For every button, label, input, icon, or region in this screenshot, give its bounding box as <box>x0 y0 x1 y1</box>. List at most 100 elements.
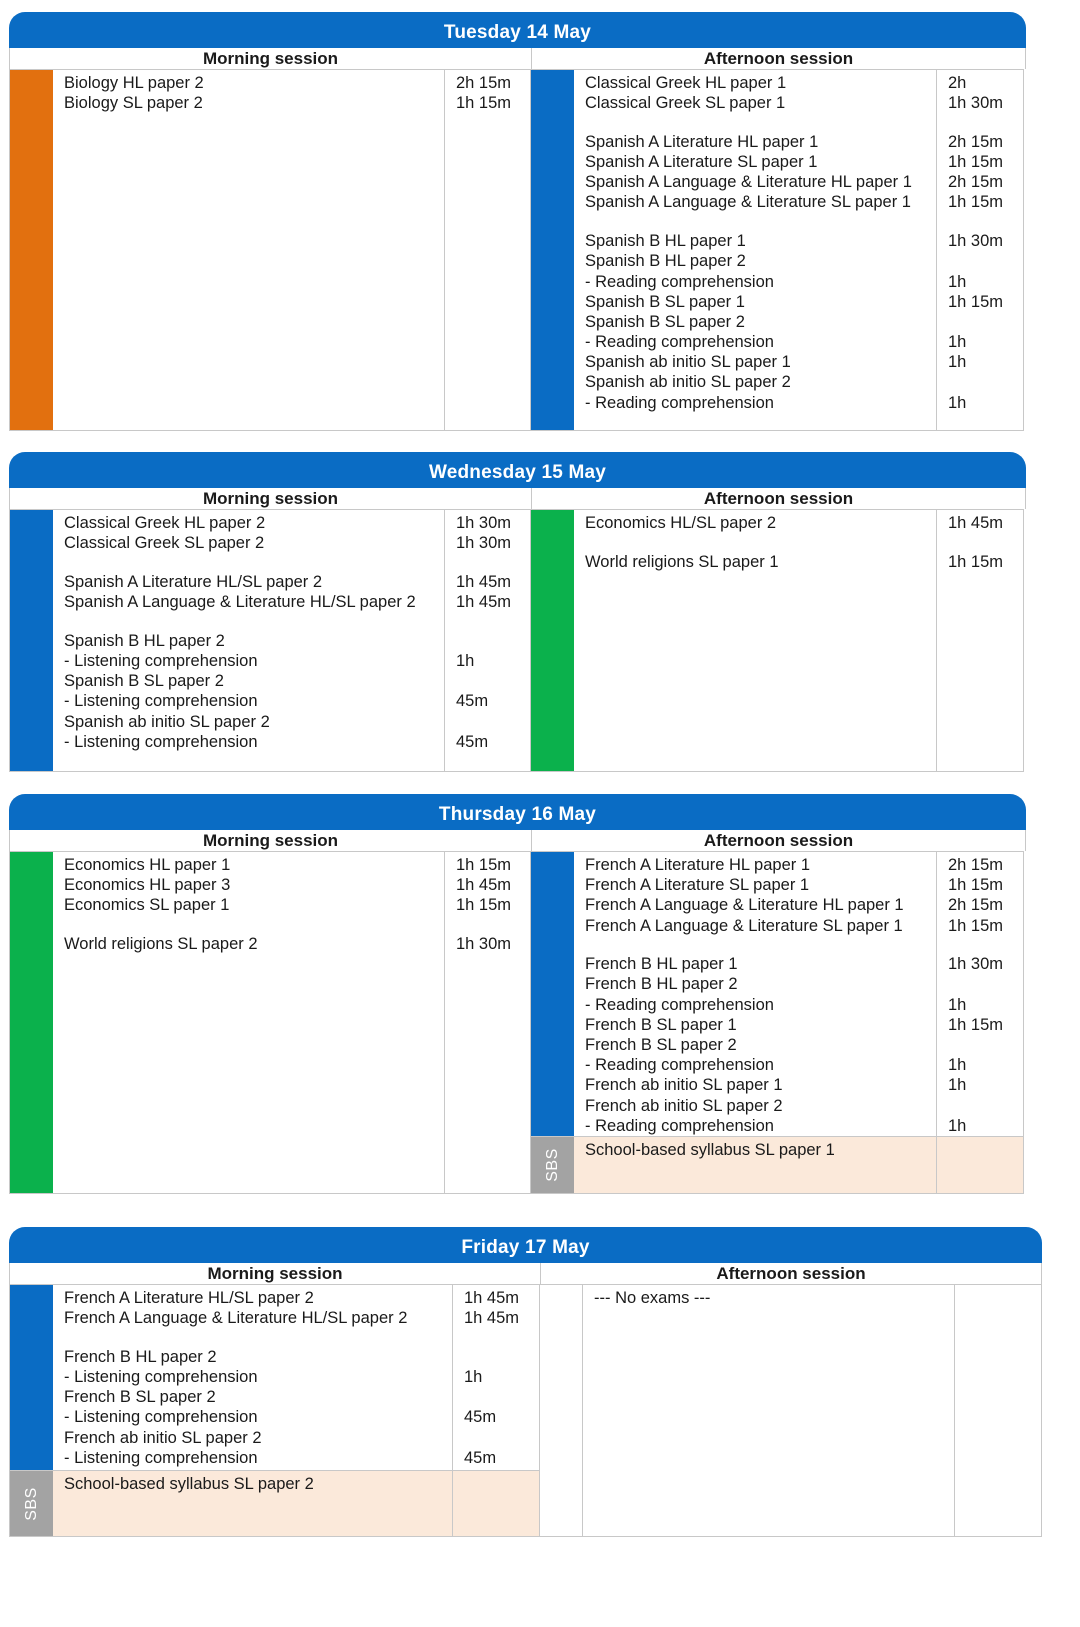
exam-duration <box>464 1387 539 1407</box>
afternoon-panel: --- No exams --- <box>540 1284 1042 1537</box>
afternoon-panel: Classical Greek HL paper 1 Classical Gree… <box>531 69 1024 431</box>
subject-group-bar <box>10 510 53 771</box>
session-body: Classical Greek HL paper 2 Classical Gree… <box>9 509 1026 772</box>
sbs-duration <box>936 1136 1023 1193</box>
exam-name: French ab initio SL paper 2 <box>64 1428 262 1447</box>
session-block: Economics HL/SL paper 2 World religions S… <box>531 510 1023 771</box>
exam-duration <box>456 631 530 651</box>
exam-durations <box>954 1285 1041 1536</box>
exam-name: Spanish ab initio SL paper 2 <box>64 712 270 731</box>
exam-names: Biology HL paper 2 Biology SL paper 2 <box>53 70 444 430</box>
exam-name: - Reading comprehension <box>585 995 774 1014</box>
group-spacer <box>585 213 936 232</box>
group-spacer <box>948 213 1023 232</box>
exam-duration <box>948 312 1023 332</box>
exam-name: Spanish ab initio SL paper 2 <box>585 373 791 392</box>
exam-durations: 2h 1h 30m 2h 15m 1h 15m 2h 15m 1h 15m 1h 30m 1h… <box>936 70 1023 430</box>
exam-duration: 1h <box>948 1076 967 1095</box>
sbs-block: SBS School-based syllabus SL paper 1 <box>531 1135 1023 1193</box>
exam-duration: 1h <box>948 333 967 352</box>
exam-name: School-based syllabus SL paper 1 <box>585 1140 835 1159</box>
exam-duration <box>948 372 1023 392</box>
exam-duration: 1h 45m <box>464 1309 520 1328</box>
group-spacer <box>64 553 444 572</box>
group-spacer <box>948 113 1023 132</box>
group-spacer <box>585 113 936 132</box>
morning-panel: Biology HL paper 2 Biology SL paper 2 2h … <box>9 69 531 431</box>
day-title: Wednesday 15 May <box>9 452 1026 488</box>
exam-name: Spanish A Literature SL paper 1 <box>585 153 818 172</box>
exam-duration <box>948 974 1023 994</box>
session-body: Economics HL paper 1 Economics HL paper 3… <box>9 851 1026 1194</box>
exam-duration <box>456 671 530 691</box>
afternoon-heading: Afternoon session <box>716 1264 866 1283</box>
session-headings: Morning session Afternoon session <box>9 488 1026 509</box>
exam-name: - Listening comprehension <box>64 1408 258 1427</box>
exam-name: French B HL paper 1 <box>585 955 738 974</box>
afternoon-heading: Afternoon session <box>703 831 854 850</box>
exam-name: Spanish B SL paper 2 <box>585 312 745 331</box>
sbs-label: SBS <box>543 1148 561 1182</box>
exam-names: --- No exams --- <box>583 1285 954 1536</box>
group-spacer <box>948 936 1023 955</box>
exam-name: Spanish A Language & Literature HL/SL pa… <box>64 593 416 612</box>
exam-duration: 1h <box>948 393 967 412</box>
exam-names: Economics HL/SL paper 2 World religions S… <box>574 510 936 771</box>
session-block: --- No exams --- <box>540 1285 1041 1536</box>
group-spacer <box>64 916 444 935</box>
group-spacer <box>948 533 1023 552</box>
exam-name: Spanish B HL paper 2 <box>64 631 225 650</box>
sbs-names: School-based syllabus SL paper 2 <box>53 1471 452 1536</box>
morning-heading: Morning session <box>10 488 532 509</box>
exam-duration <box>948 1096 1023 1116</box>
exam-name: Economics HL paper 3 <box>64 876 231 895</box>
exam-duration <box>456 712 530 732</box>
exam-names: French A Literature HL/SL paper 2 French … <box>53 1285 452 1470</box>
morning-heading: Morning session <box>10 48 532 69</box>
exam-name: School-based syllabus SL paper 2 <box>64 1475 314 1493</box>
exam-duration: 1h <box>948 1056 967 1075</box>
exam-duration: 1h 15m <box>948 876 1004 895</box>
session-block: Classical Greek HL paper 2 Classical Gree… <box>10 510 530 771</box>
subject-group-bar <box>10 852 53 1193</box>
exam-duration <box>966 1288 1041 1308</box>
exam-name: French A Language & Literature SL paper … <box>585 916 903 935</box>
session-block: Classical Greek HL paper 1 Classical Gree… <box>531 70 1023 430</box>
exam-name: Spanish A Literature HL/SL paper 2 <box>64 572 323 591</box>
empty-bar-column <box>540 1285 583 1536</box>
exam-duration <box>948 1035 1023 1055</box>
exam-duration: 2h 15m <box>948 856 1004 874</box>
session-body: French A Literature HL/SL paper 2 French … <box>9 1284 1042 1537</box>
session-headings: Morning session Afternoon session <box>9 48 1026 69</box>
exam-name: French A Language & Literature HL paper … <box>585 896 904 915</box>
exam-name: Spanish B HL paper 2 <box>585 252 746 271</box>
morning-heading: Morning session <box>10 1263 541 1284</box>
exam-name: French ab initio SL paper 1 <box>585 1076 783 1095</box>
exam-name: Economics HL paper 1 <box>64 856 231 874</box>
exam-name: French ab initio SL paper 2 <box>585 1096 783 1115</box>
exam-name: - Reading comprehension <box>585 1116 774 1135</box>
group-spacer <box>64 1328 452 1347</box>
exam-duration: 1h 45m <box>456 593 512 612</box>
exam-durations: 1h 15m 1h 45m 1h 15m 1h 30m <box>444 852 530 1193</box>
exam-duration: 1h 30m <box>456 514 512 532</box>
subject-group-bar <box>531 70 574 430</box>
group-spacer <box>456 553 530 572</box>
exam-name: Classical Greek HL paper 1 <box>585 74 787 92</box>
group-spacer <box>64 612 444 631</box>
afternoon-heading: Afternoon session <box>703 49 854 68</box>
exam-name: Spanish B SL paper 2 <box>64 672 224 691</box>
exam-name: Spanish A Language & Literature SL paper… <box>585 193 911 212</box>
group-spacer <box>585 533 936 552</box>
morning-heading: Morning session <box>10 830 532 851</box>
exam-duration: 1h <box>948 353 967 372</box>
morning-panel: French A Literature HL/SL paper 2 French … <box>9 1284 540 1537</box>
exam-name: Spanish ab initio SL paper 1 <box>585 353 791 372</box>
exam-name: - Listening comprehension <box>64 1368 258 1387</box>
exam-duration <box>464 1347 539 1367</box>
exam-name: Spanish B SL paper 1 <box>585 292 745 311</box>
sbs-label: SBS <box>22 1486 40 1521</box>
session-body: Biology HL paper 2 Biology SL paper 2 2h … <box>9 69 1026 431</box>
exam-name: French A Literature HL/SL paper 2 <box>64 1289 314 1307</box>
exam-durations: 1h 30m 1h 30m 1h 45m 1h 45m 1h 45m 45m <box>444 510 530 771</box>
